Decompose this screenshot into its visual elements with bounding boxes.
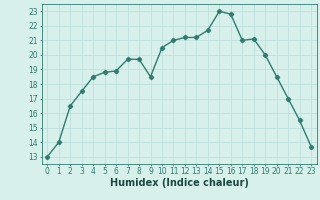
X-axis label: Humidex (Indice chaleur): Humidex (Indice chaleur) xyxy=(110,178,249,188)
